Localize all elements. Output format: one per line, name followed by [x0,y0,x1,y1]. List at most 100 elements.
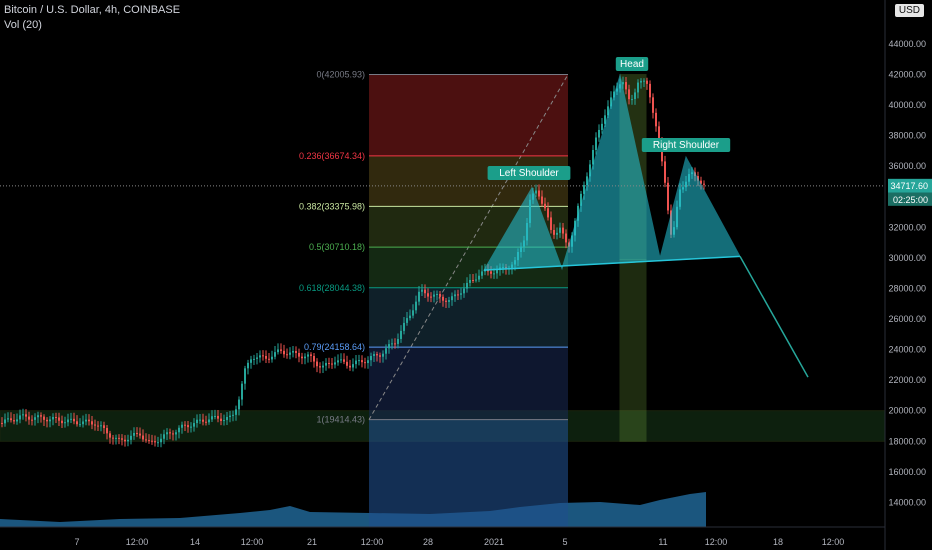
head-badge [615,57,649,71]
fib-level-label: 0.79(24158.64) [304,342,365,352]
candle-body [607,106,609,116]
candle-body [91,421,93,425]
candle-body [112,437,114,439]
candle-body [25,414,27,417]
fib-level-label: 0.5(30710.18) [309,242,365,252]
candle-body [280,349,282,351]
candle-body [202,419,204,422]
candle-body [475,279,477,281]
candle-body [262,355,264,357]
fib-level-label: 1(19414.43) [316,415,365,425]
candle-body [253,358,255,360]
volume-indicator-label[interactable]: Vol (20) [4,19,42,31]
candle-body [1,422,3,424]
candle-body [628,89,630,100]
candle-body [640,80,642,83]
candle-body [316,361,318,367]
candle-body [193,423,195,427]
currency-button[interactable]: USD [894,4,924,17]
candle-body [466,282,468,289]
candle-body [295,351,297,353]
candle-body [625,82,627,90]
candle-body [292,351,294,353]
candle-body [109,433,111,438]
candle-body [634,92,636,100]
candle-body [412,310,414,316]
candle-body [127,439,129,442]
candle-body [31,419,33,421]
candle-body [130,435,132,440]
candle-body [163,434,165,439]
candle-body [550,217,552,230]
time-tick-label: 18 [773,537,783,547]
candle-body [37,415,39,418]
candle-body [175,432,177,435]
price-tick-label: 38000.00 [888,131,926,141]
price-tick-label: 42000.00 [888,70,926,80]
candle-body [322,365,324,368]
current-price-label: 34717.60 [890,181,928,191]
candle-body [265,355,267,359]
candle-body [7,418,9,420]
candle-body [394,343,396,345]
price-tick-label: 28000.00 [888,283,926,293]
time-tick-label: 12:00 [705,537,728,547]
time-tick-label: 7 [74,537,79,547]
candle-body [139,433,141,436]
candle-body [307,354,309,357]
candle-body [154,441,156,443]
candle-body [142,435,144,440]
candle-body [445,300,447,302]
candle-body [76,421,78,425]
candle-body [82,421,84,425]
candle-body [277,349,279,353]
price-tick-label: 16000.00 [888,467,926,477]
candle-body [190,426,192,428]
candle-body [349,365,351,368]
candle-body [406,318,408,323]
candle-body [559,227,561,233]
candle-body [34,417,36,420]
time-tick-label: 12:00 [822,537,845,547]
candle-body [370,355,372,361]
candle-body [592,150,594,165]
fib-level-label: 0(42005.93) [316,69,365,79]
candle-body [247,362,249,369]
head-and-shoulders-pattern[interactable]: Head Left Shoulder Right Shoulder [483,57,809,378]
volume-area [0,492,706,527]
candle-body [85,419,87,422]
candle-body [577,205,579,221]
candle-body [358,360,360,362]
candle-body [70,418,72,420]
candle-body [565,233,567,243]
candle-body [385,348,387,354]
candle-body [124,439,126,442]
candle-body [580,193,582,206]
candle-body [400,330,402,339]
candle-body [469,280,471,283]
candle-body [217,415,219,419]
volume-pane [0,492,706,527]
candle-body [424,289,426,294]
candle-body [379,355,381,357]
candle-body [631,99,633,101]
candle-body [148,440,150,442]
candle-body [43,416,45,420]
candle-body [19,415,21,420]
candle-body [427,293,429,297]
candle-body [235,409,237,415]
fib-level-label: 0.236(36674.34) [299,151,365,161]
candle-body [343,359,345,362]
price-tick-label: 44000.00 [888,39,926,49]
candle-body [118,437,120,439]
time-tick-label: 14 [190,537,200,547]
candle-body [319,366,321,368]
candle-body [346,361,348,366]
fibonacci-retracement[interactable]: 0(42005.93) 0.236(36674.34) 0.382(33375.98… [299,69,569,527]
candle-body [649,83,651,98]
candle-body [187,425,189,428]
candle-body [403,322,405,331]
candle-body [544,203,546,209]
candle-body [409,315,411,319]
